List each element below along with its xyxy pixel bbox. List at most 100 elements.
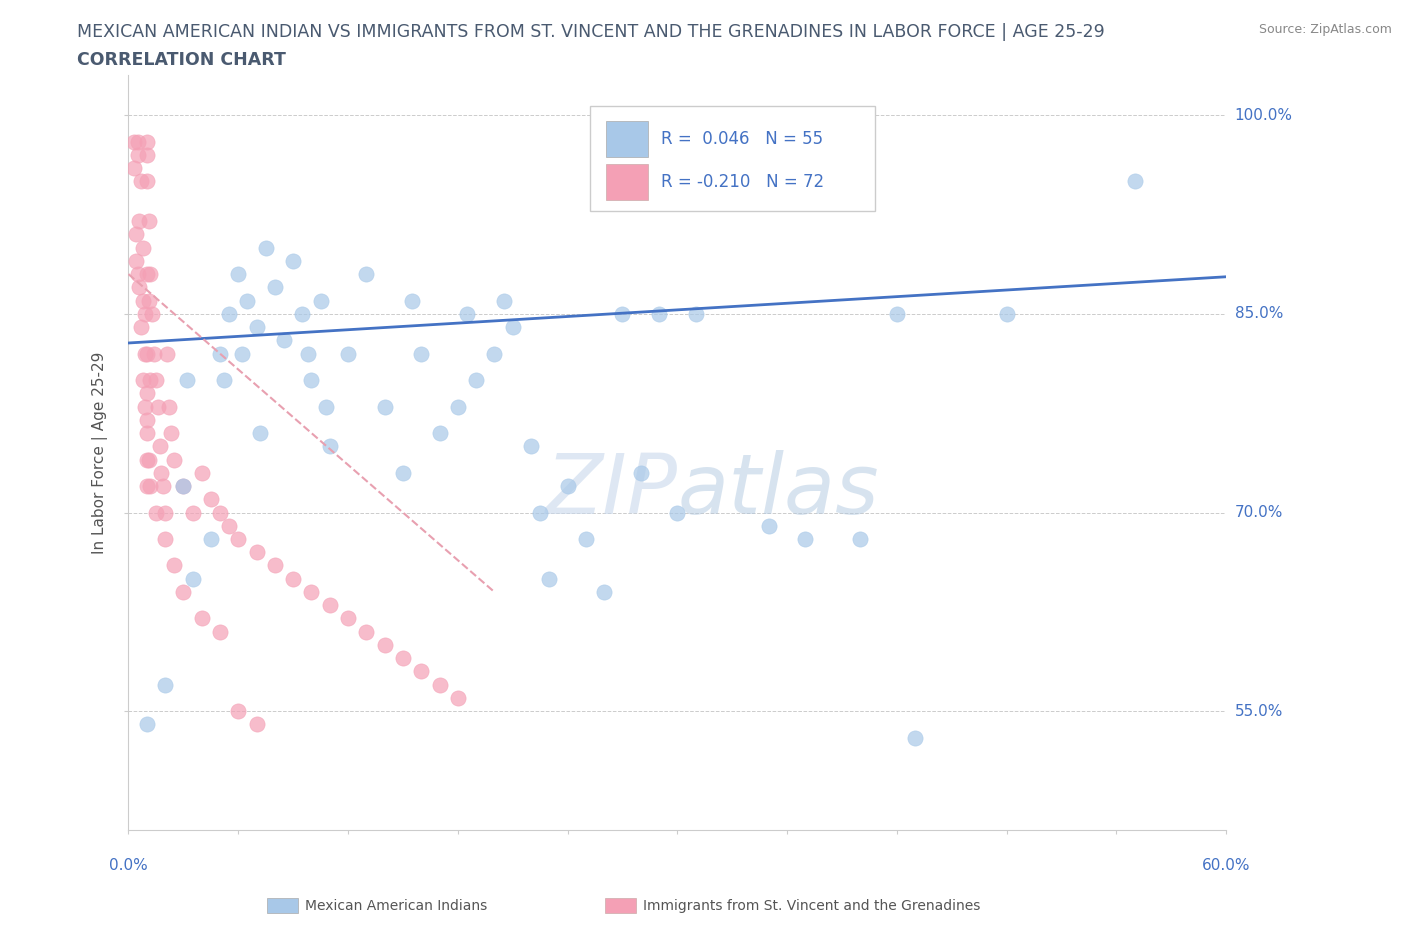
Point [249, 426, 271, 441]
Point [135, 452, 157, 467]
Point [143, 346, 166, 361]
Point [447, 399, 470, 414]
Point [319, 439, 342, 454]
Point [401, 293, 423, 308]
Point [128, 280, 150, 295]
Point [135, 267, 157, 282]
Point [411, 346, 433, 361]
Point [129, 174, 152, 189]
Point [128, 214, 150, 229]
Point [218, 518, 240, 533]
Point [529, 505, 551, 520]
Point [141, 306, 163, 321]
Point [484, 346, 506, 361]
Text: 100.0%: 100.0% [1234, 108, 1292, 123]
Point [139, 479, 162, 494]
Point [135, 412, 157, 427]
Text: R = -0.210   N = 72: R = -0.210 N = 72 [661, 173, 824, 191]
Point [374, 399, 396, 414]
Point [134, 346, 156, 361]
Text: 60.0%: 60.0% [1202, 858, 1250, 873]
Point [226, 532, 249, 547]
FancyBboxPatch shape [589, 106, 875, 211]
Point [502, 320, 524, 335]
Point [172, 479, 194, 494]
Point [575, 532, 598, 547]
Point [301, 585, 323, 600]
Point [157, 399, 180, 414]
Point [886, 306, 908, 321]
Point [134, 306, 156, 321]
Point [200, 532, 222, 547]
Point [135, 479, 157, 494]
Point [181, 505, 204, 520]
Point [172, 585, 194, 600]
Point [794, 532, 817, 547]
Point [152, 479, 174, 494]
Point [263, 280, 285, 295]
Point [492, 293, 515, 308]
Point [648, 306, 671, 321]
Point [153, 532, 176, 547]
Point [138, 452, 160, 467]
Point [254, 240, 277, 255]
Point [245, 545, 267, 560]
Point [612, 306, 634, 321]
Point [392, 651, 415, 666]
Text: 70.0%: 70.0% [1234, 505, 1282, 520]
FancyBboxPatch shape [606, 164, 648, 200]
Point [132, 373, 155, 388]
Point [181, 571, 204, 586]
Point [163, 558, 186, 573]
Point [630, 465, 652, 480]
Point [758, 518, 780, 533]
Point [138, 214, 160, 229]
Point [125, 254, 148, 269]
Point [148, 439, 170, 454]
Point [156, 346, 179, 361]
Point [190, 611, 212, 626]
Point [226, 704, 249, 719]
Point [995, 306, 1018, 321]
Point [315, 399, 337, 414]
Point [135, 717, 157, 732]
Point [159, 426, 181, 441]
Point [135, 386, 157, 401]
Point [281, 571, 304, 586]
Point [145, 505, 167, 520]
Point [456, 306, 478, 321]
Text: 85.0%: 85.0% [1234, 306, 1282, 322]
Point [145, 373, 167, 388]
Point [281, 254, 304, 269]
Text: Source: ZipAtlas.com: Source: ZipAtlas.com [1258, 23, 1392, 36]
Point [153, 677, 176, 692]
Point [538, 571, 561, 586]
Text: CORRELATION CHART: CORRELATION CHART [77, 51, 287, 69]
Point [226, 267, 249, 282]
Point [356, 624, 378, 639]
Point [447, 690, 470, 705]
Point [904, 730, 927, 745]
Point [337, 346, 360, 361]
Text: atlas: atlas [678, 450, 879, 531]
Point [190, 465, 212, 480]
Point [125, 227, 148, 242]
FancyBboxPatch shape [606, 121, 648, 157]
Point [231, 346, 253, 361]
Point [127, 148, 149, 163]
Text: R =  0.046   N = 55: R = 0.046 N = 55 [661, 130, 823, 148]
Point [685, 306, 707, 321]
Point [465, 373, 488, 388]
Y-axis label: In Labor Force | Age 25-29: In Labor Force | Age 25-29 [93, 352, 108, 554]
Text: 55.0%: 55.0% [1234, 704, 1282, 719]
Point [163, 452, 186, 467]
Point [263, 558, 285, 573]
Point [411, 664, 433, 679]
Point [309, 293, 332, 308]
Text: ZIP: ZIP [546, 450, 678, 531]
Point [129, 320, 152, 335]
Point [135, 346, 157, 361]
Point [135, 426, 157, 441]
Point [212, 373, 235, 388]
Text: Mexican American Indians: Mexican American Indians [305, 898, 488, 913]
